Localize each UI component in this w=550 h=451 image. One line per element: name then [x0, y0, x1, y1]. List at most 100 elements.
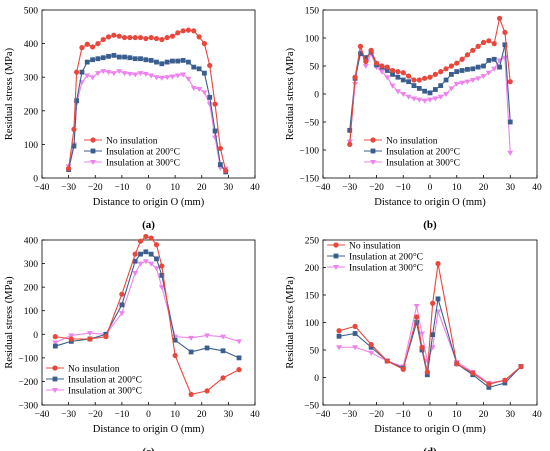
legend-marker: [90, 137, 96, 143]
data-point: [164, 34, 170, 41]
data-point: [153, 242, 160, 248]
data-point: [405, 94, 412, 100]
data-point: [481, 63, 486, 69]
legend-entry: Insulation at 300°C: [386, 158, 460, 169]
data-point: [202, 70, 207, 76]
data-point: [158, 75, 165, 81]
y-tick-label: 200: [305, 264, 320, 274]
data-point: [368, 341, 374, 348]
x-axis-title: Distance to origin O (mm): [374, 424, 486, 435]
x-tick-label: 10: [170, 183, 180, 193]
data-point: [154, 256, 159, 262]
data-point: [395, 69, 401, 75]
data-point: [89, 75, 96, 81]
data-point: [212, 128, 218, 134]
data-point: [236, 339, 243, 345]
data-point: [127, 55, 133, 61]
data-point: [373, 60, 380, 66]
y-tick-label: 0: [33, 175, 38, 185]
data-point: [159, 36, 165, 43]
data-point: [336, 328, 342, 334]
data-point: [95, 56, 101, 62]
chart-panel-d: −40 −30 −20 −10 0 10 20 30 40 −50 0 50 100 150 200 250 D…: [285, 237, 542, 451]
data-point: [220, 375, 226, 381]
data-point: [435, 261, 441, 267]
data-point: [358, 51, 363, 57]
data-point: [74, 69, 80, 75]
x-tick-label: 20: [197, 183, 207, 193]
x-axis-title: Distance to origin O (mm): [93, 197, 205, 208]
data-point: [389, 67, 396, 74]
data-point: [459, 80, 466, 86]
data-point: [432, 96, 439, 102]
data-point: [507, 79, 513, 85]
x-tick-label: 20: [479, 410, 489, 420]
chart-panel-c: −40 −30 −20 −10 0 10 20 30 40−300−200−1000100200…: [4, 233, 260, 451]
data-point: [486, 38, 492, 44]
data-point: [74, 98, 80, 104]
legend-marker: [370, 148, 376, 154]
x-tick-label: −10: [396, 410, 411, 420]
data-point: [71, 143, 77, 149]
x-tick-label: −20: [88, 183, 103, 193]
data-point: [121, 34, 128, 41]
data-point: [185, 76, 192, 82]
y-axis-title: Residual stress (MPa): [285, 276, 296, 369]
y-tick-label: 100: [24, 141, 39, 151]
data-point: [368, 47, 374, 53]
data-point: [94, 71, 101, 77]
data-point: [475, 76, 482, 82]
data-point: [148, 73, 155, 79]
legend-entry: Insulation at 200°C: [349, 252, 423, 263]
data-point: [132, 271, 139, 276]
y-tick-label: 200: [24, 284, 39, 294]
series-insulation_200: [52, 249, 242, 361]
x-tick-label: 40: [532, 183, 542, 193]
data-point: [132, 72, 139, 78]
data-point: [174, 73, 181, 79]
data-point: [132, 258, 138, 264]
data-point: [352, 81, 359, 87]
data-point: [362, 64, 369, 69]
y-tick-label: 150: [305, 292, 320, 302]
data-point: [363, 55, 369, 60]
data-point: [485, 70, 492, 76]
legend-marker: [90, 148, 96, 154]
data-point: [448, 63, 454, 69]
data-point: [395, 74, 401, 80]
data-point: [236, 367, 242, 373]
data-point: [143, 233, 149, 240]
x-tick-label: −30: [61, 410, 76, 420]
data-point: [486, 58, 492, 63]
data-point: [496, 15, 503, 21]
legend-marker: [333, 253, 339, 259]
data-point: [507, 150, 514, 156]
data-point: [143, 249, 149, 255]
data-point: [491, 41, 497, 47]
data-point: [464, 52, 471, 58]
data-point: [406, 79, 411, 85]
y-tick-label: −300: [18, 402, 38, 412]
data-point: [68, 333, 75, 339]
y-tick-label: −100: [299, 147, 319, 157]
data-point: [153, 75, 160, 81]
data-point: [384, 75, 391, 81]
data-point: [180, 72, 187, 78]
data-point: [52, 340, 59, 346]
data-point: [100, 69, 107, 75]
data-point: [465, 66, 470, 72]
x-tick-label: 0: [146, 183, 151, 193]
data-point: [122, 54, 127, 60]
data-point: [143, 35, 149, 42]
x-axis-title: Distance to origin O (mm): [93, 424, 205, 435]
data-point: [137, 261, 144, 267]
legend-marker: [90, 160, 96, 165]
data-point: [217, 145, 223, 152]
data-point: [357, 43, 364, 50]
chart-panel-a: −40 −30 −20 −10 0 10 20 30 400100200300400500Dis…: [4, 7, 260, 232]
data-point: [437, 94, 444, 100]
x-tick-label: 10: [452, 410, 462, 420]
y-tick-label: 400: [24, 237, 39, 247]
legend-entry: Insulation at 200°C: [106, 147, 180, 158]
